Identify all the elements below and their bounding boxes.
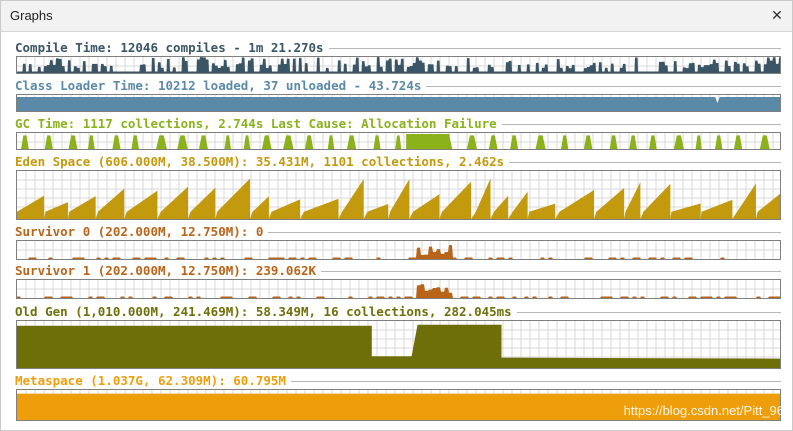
compile-time-panel: Compile Time: 12046 compiles - 1m 21.270… (15, 40, 781, 74)
old-gen-graph (16, 320, 781, 369)
survivor-0-graph (16, 240, 781, 260)
survivor-1-grid (17, 280, 780, 298)
metaspace-label: Metaspace (1.037G, 62.309M): 60.795M (15, 373, 291, 388)
survivor-0-label: Survivor 0 (202.000M, 12.750M): 0 (15, 224, 269, 239)
panel-divider (15, 232, 781, 233)
old-gen-panel: Old Gen (1,010.000M, 241.469M): 58.349M,… (15, 304, 781, 369)
gc-time-series (17, 135, 780, 149)
gc-time-panel: GC Time: 1117 collections, 2.744s Last C… (15, 116, 781, 150)
eden-space-label: Eden Space (606.000M, 38.500M): 35.431M,… (15, 154, 510, 169)
window-title: Graphs (10, 8, 53, 23)
survivor-1-plot (17, 280, 780, 298)
panel-divider (15, 48, 781, 49)
metaspace-panel: Metaspace (1.037G, 62.309M): 60.795M (15, 373, 781, 423)
class-loader-time-panel: Class Loader Time: 10212 loaded, 37 unlo… (15, 78, 781, 112)
gc-time-graph (16, 132, 781, 150)
class-loader-time-graph (16, 94, 781, 112)
metaspace-graph (16, 389, 781, 421)
compile-time-label: Compile Time: 12046 compiles - 1m 21.270… (15, 40, 329, 55)
gc-time-label: GC Time: 1117 collections, 2.744s Last C… (15, 116, 502, 131)
eden-space-graph (16, 170, 781, 220)
panel-divider (15, 381, 781, 382)
metaspace-plot (17, 390, 780, 420)
class-loader-time-plot (17, 95, 780, 111)
survivor-1-graph (16, 279, 781, 299)
compile-time-series (17, 57, 780, 73)
survivor-1-series (17, 284, 780, 298)
compile-time-graph (16, 56, 781, 74)
survivor-0-panel: Survivor 0 (202.000M, 12.750M): 0 (15, 224, 781, 260)
survivor-0-plot (17, 241, 780, 259)
survivor-1-label: Survivor 1 (202.000M, 12.750M): 239.062K (15, 263, 322, 278)
gc-time-plot (17, 133, 780, 149)
panel-divider (15, 271, 781, 272)
old-gen-label: Old Gen (1,010.000M, 241.469M): 58.349M,… (15, 304, 517, 319)
eden-space-panel: Eden Space (606.000M, 38.500M): 35.431M,… (15, 154, 781, 220)
class-loader-time-series (17, 97, 780, 111)
close-icon[interactable]: ✕ (771, 7, 783, 23)
class-loader-time-label: Class Loader Time: 10212 loaded, 37 unlo… (15, 78, 427, 93)
eden-space-series (17, 178, 780, 219)
metaspace-series (17, 393, 780, 420)
survivor-0-grid (17, 241, 780, 259)
eden-space-plot (17, 171, 780, 219)
compile-time-plot (17, 57, 780, 73)
survivor-0-series (17, 245, 780, 259)
survivor-1-panel: Survivor 1 (202.000M, 12.750M): 239.062K (15, 263, 781, 299)
old-gen-series (17, 324, 780, 368)
title-bar: Graphs ✕ (1, 1, 792, 32)
old-gen-plot (17, 321, 780, 368)
